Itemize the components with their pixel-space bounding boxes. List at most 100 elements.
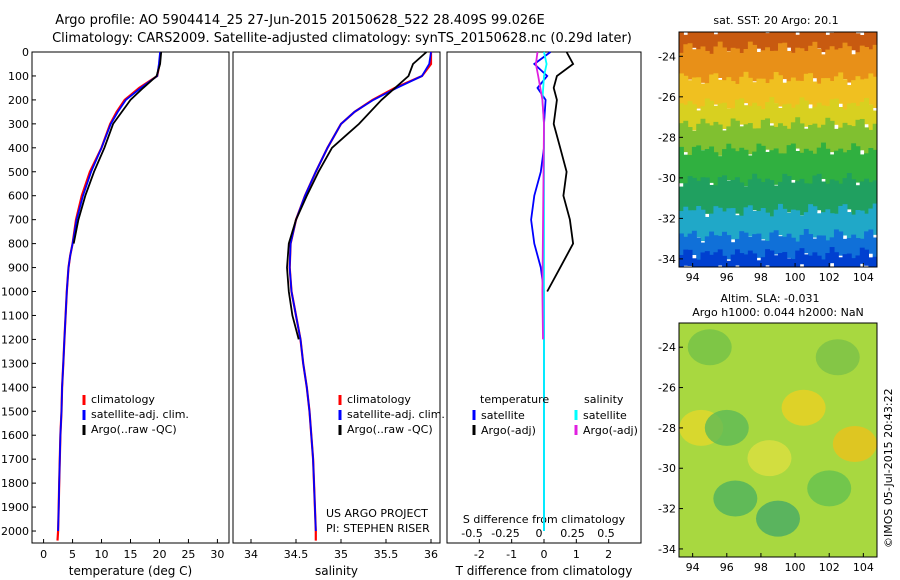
sst-cell	[799, 178, 805, 216]
sst-cell	[743, 232, 749, 257]
sst-cell	[756, 78, 762, 110]
sst-cell	[709, 184, 715, 222]
sst-cell	[842, 152, 848, 189]
sst-cell	[790, 122, 796, 154]
sst-cell	[743, 207, 749, 239]
sst-cell	[717, 79, 723, 112]
sst-cell	[855, 119, 861, 152]
annotation-project: US ARGO PROJECT	[326, 507, 428, 520]
sst-cell	[773, 255, 779, 267]
sst-cell	[855, 76, 861, 108]
sst-cell	[717, 249, 723, 266]
y-tick-label: 1200	[1, 333, 29, 346]
sst-cell	[851, 258, 857, 267]
sst-cell	[868, 257, 874, 267]
y-tick-label: 800	[8, 238, 29, 251]
sst-cell	[782, 236, 788, 262]
map-y-tick-label: -32	[658, 212, 676, 225]
sst-cell	[782, 104, 788, 131]
sst-cell	[872, 203, 877, 235]
series-line-argo-raw-qc-	[72, 51, 163, 244]
sst-cell	[743, 71, 749, 104]
sst-cell	[825, 240, 831, 265]
sst-cell	[851, 54, 857, 91]
sst-cell	[786, 32, 792, 48]
sst-cell	[709, 146, 715, 183]
sst-cell	[795, 250, 801, 267]
sst-cell	[691, 32, 697, 48]
secondary-tick-label: 0.5	[597, 527, 615, 540]
sst-cell	[765, 33, 770, 59]
sst-cell	[833, 180, 839, 218]
sst-cell	[812, 252, 818, 267]
legend-entry: Argo(-adj)	[481, 424, 536, 437]
sst-cell	[795, 47, 801, 85]
sst-cell	[821, 32, 826, 53]
sst-cell	[842, 254, 848, 267]
sst-cell	[769, 125, 775, 157]
sst-cell	[812, 123, 818, 155]
sst-cell	[829, 247, 835, 264]
sst-cell	[756, 143, 762, 181]
sst-cell	[713, 185, 719, 222]
y-tick-label: 700	[8, 214, 29, 227]
sst-cell	[713, 235, 719, 260]
sst-cell	[696, 77, 702, 109]
sst-cell	[795, 210, 801, 242]
sst-cell	[704, 149, 710, 186]
sst-cell	[730, 118, 736, 150]
sst-cell	[734, 249, 740, 266]
sst-cell	[773, 230, 779, 255]
sst-cell	[842, 122, 848, 155]
y-tick-label: 200	[8, 94, 29, 107]
sst-cell	[773, 148, 779, 185]
sst-cell	[778, 203, 783, 236]
sst-cell	[859, 210, 865, 242]
sst-cell	[786, 50, 792, 88]
sst-cell	[786, 128, 792, 161]
sst-cell	[709, 125, 715, 157]
secondary-tick-label: 0.25	[560, 527, 585, 540]
sst-cell	[752, 151, 758, 188]
sst-cell	[760, 32, 766, 57]
sst-cell	[722, 32, 727, 48]
map-field-sat-sst-map	[679, 32, 877, 267]
x-tick-label: -2	[474, 548, 485, 561]
sst-cell	[864, 98, 869, 125]
sst-cell	[683, 249, 689, 266]
sst-cell	[722, 149, 727, 186]
map-x-tick-label: 96	[720, 561, 734, 574]
sst-cell	[752, 128, 758, 160]
sst-cell	[747, 205, 753, 237]
sst-cell	[808, 183, 814, 220]
sst-cell	[700, 118, 706, 151]
sst-cell	[782, 173, 788, 211]
sst-cell	[846, 46, 852, 83]
sst-cell	[679, 123, 684, 155]
sst-cell	[833, 252, 839, 267]
sst-cell	[790, 52, 796, 90]
sst-cell	[773, 32, 779, 55]
sst-cell	[812, 41, 818, 79]
sst-cell	[846, 173, 852, 210]
sst-cell	[739, 147, 745, 185]
sst-cell	[769, 79, 775, 111]
sst-cell	[799, 48, 805, 85]
sst-cell	[816, 147, 822, 185]
map-y-tick-label: -24	[658, 50, 676, 63]
sst-cell	[825, 117, 831, 150]
x-tick-label: 34.5	[284, 548, 309, 561]
sst-cell	[739, 76, 745, 109]
sst-cell	[778, 252, 783, 267]
sla-blob	[832, 426, 877, 463]
sst-cell	[773, 50, 779, 88]
sst-cell	[838, 183, 844, 221]
sst-cell	[696, 145, 702, 182]
sst-cell	[803, 128, 809, 161]
sst-cell	[704, 98, 710, 125]
sst-cell	[734, 32, 740, 56]
sst-cell	[816, 213, 822, 245]
sst-cell	[773, 185, 779, 222]
x-axis-label: T difference from climatology	[455, 564, 633, 578]
sst-cell	[790, 77, 796, 109]
